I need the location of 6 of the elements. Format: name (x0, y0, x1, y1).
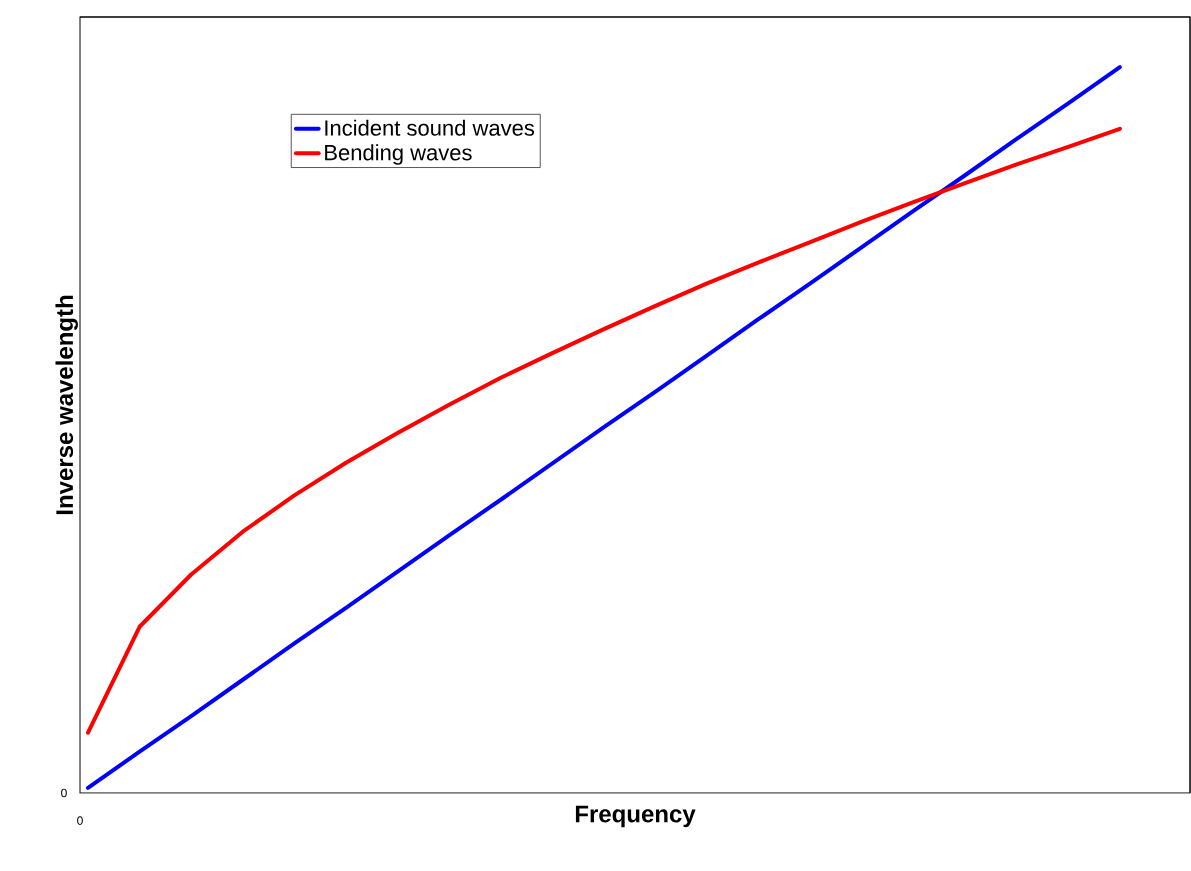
legend-label: Bending waves (325, 144, 472, 165)
text: 0 (77, 816, 83, 825)
text: 0 (61, 788, 67, 798)
legend-label: Incident sound waves (325, 119, 535, 136)
y-axis-title: Inverse wavelength (55, 295, 78, 515)
x-axis-title: Frequency (575, 805, 696, 828)
